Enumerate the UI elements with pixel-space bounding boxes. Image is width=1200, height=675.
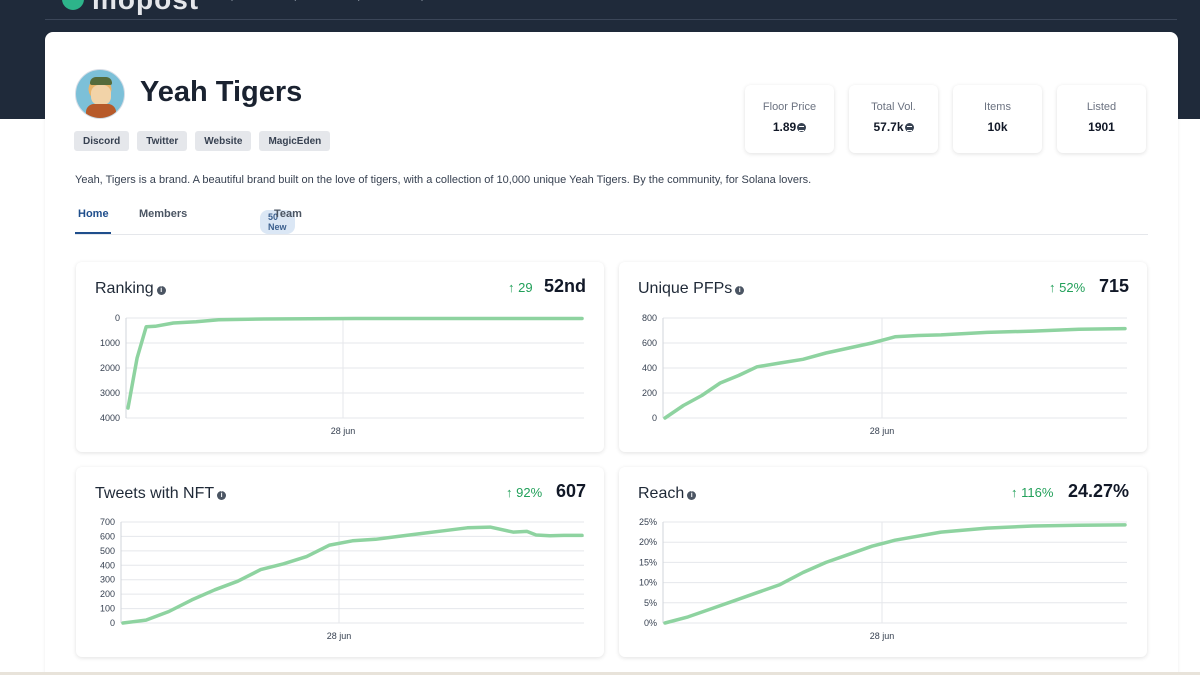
stats-row: Floor Price 1.89 Total Vol. 57.7k Items … xyxy=(745,85,1146,153)
stat-label: Total Vol. xyxy=(871,101,916,113)
stat-items: Items 10k xyxy=(953,85,1042,153)
stat-floor-price: Floor Price 1.89 xyxy=(745,85,834,153)
chart-metric: 24.27% xyxy=(1067,481,1129,501)
tab-members[interactable]: Members 50 New xyxy=(139,208,295,234)
y-tick-label: 25% xyxy=(639,517,657,527)
y-tick-label: 600 xyxy=(642,338,657,348)
stat-label: Listed xyxy=(1086,101,1117,113)
chart-change: ↑ 52% xyxy=(1049,280,1086,295)
tab-bar: Home Members 50 New Team xyxy=(75,204,1148,235)
bottom-strip xyxy=(0,672,1200,675)
chart-title: Tweets with NFT i xyxy=(95,485,227,503)
magiceden-link[interactable]: MagicEden xyxy=(259,131,331,151)
reach-chart-panel: Reach i ↑ 116% 24.27% 25% 20% 15% 10% 5% 0% 28 … xyxy=(619,467,1147,657)
y-tick-label: 700 xyxy=(100,517,115,527)
chart-title: Unique PFPs i xyxy=(638,280,745,298)
y-tick-label: 3000 xyxy=(100,388,120,398)
twitter-link[interactable]: Twitter xyxy=(137,131,188,151)
y-tick-label: 2000 xyxy=(100,363,120,373)
sol-icon xyxy=(904,123,914,132)
y-tick-label: 0% xyxy=(644,618,657,628)
y-tick-label: 200 xyxy=(642,388,657,398)
tweets-chart: 700 600 500 400 300 200 100 0 28 jun xyxy=(100,517,584,641)
chart-metric: 715 xyxy=(1098,276,1129,296)
series-line xyxy=(663,326,1127,420)
ranking-chart-panel: Ranking i ↑ 29 52nd 0 1000 2000 3000 4000 28 j… xyxy=(76,262,604,452)
social-links: Discord Twitter Website MagicEden xyxy=(74,131,331,151)
logo-icon[interactable] xyxy=(62,0,84,10)
discord-link[interactable]: Discord xyxy=(74,131,130,151)
y-tick-label: 800 xyxy=(642,313,657,323)
stat-label: Floor Price xyxy=(762,101,817,113)
chart-title: Reach i xyxy=(638,485,697,503)
unique-pfps-chart-panel: Unique PFPs i ↑ 52% 715 800 600 400 200 0 28 j… xyxy=(619,262,1147,452)
info-icon[interactable]: i xyxy=(687,491,697,500)
active-tab-indicator xyxy=(75,232,111,234)
x-tick-label: 28 jun xyxy=(870,426,895,436)
unique-pfps-chart: 800 600 400 200 0 28 jun xyxy=(642,313,1127,436)
info-icon[interactable]: i xyxy=(217,491,227,500)
y-tick-label: 5% xyxy=(644,598,657,608)
ranking-chart: 0 1000 2000 3000 4000 28 jun xyxy=(100,313,584,436)
chart-metric: 52nd xyxy=(543,276,586,296)
collection-title: Yeah Tigers xyxy=(140,76,303,108)
collection-avatar xyxy=(75,69,125,119)
y-tick-label: 600 xyxy=(100,531,115,541)
tab-team[interactable]: Team xyxy=(274,208,302,220)
y-tick-label: 300 xyxy=(100,575,115,585)
nav-links[interactable]: · · · · xyxy=(230,0,452,6)
y-tick-label: 500 xyxy=(100,546,115,556)
y-tick-label: 1000 xyxy=(100,338,120,348)
series-line xyxy=(126,316,584,410)
chart-change: ↑ 92% xyxy=(506,485,543,500)
stat-value: 1901 xyxy=(1088,120,1115,134)
x-tick-label: 28 jun xyxy=(327,631,352,641)
series-line xyxy=(663,523,1127,625)
y-tick-label: 100 xyxy=(100,604,115,614)
stat-value: 1.89 xyxy=(745,120,834,134)
y-tick-label: 15% xyxy=(639,557,657,567)
y-tick-label: 20% xyxy=(639,537,657,547)
collection-card: Yeah Tigers Discord Twitter Website Magi… xyxy=(45,32,1178,675)
members-new-badge: 50 New xyxy=(260,210,295,234)
topbar-divider xyxy=(45,19,1177,20)
chart-metric: 607 xyxy=(555,481,586,501)
info-icon[interactable]: i xyxy=(735,286,745,295)
info-icon[interactable]: i xyxy=(156,286,166,295)
y-tick-label: 4000 xyxy=(100,413,120,423)
y-tick-label: 0 xyxy=(110,618,115,628)
y-tick-label: 0 xyxy=(115,313,120,323)
chart-title: Ranking i xyxy=(95,280,166,298)
reach-chart: 25% 20% 15% 10% 5% 0% 28 jun xyxy=(639,517,1127,641)
tweets-chart-panel: Tweets with NFT i ↑ 92% 607 700 600 500 400 3… xyxy=(76,467,604,657)
stat-listed: Listed 1901 xyxy=(1057,85,1146,153)
website-link[interactable]: Website xyxy=(195,131,252,151)
sol-icon xyxy=(797,123,807,132)
stat-total-volume: Total Vol. 57.7k xyxy=(849,85,938,153)
x-tick-label: 28 jun xyxy=(870,631,895,641)
stat-value: 57.7k xyxy=(849,120,938,134)
y-tick-label: 0 xyxy=(652,413,657,423)
x-tick-label: 28 jun xyxy=(331,426,356,436)
y-tick-label: 200 xyxy=(100,589,115,599)
stat-label: Items xyxy=(984,101,1011,113)
collection-description: Yeah, Tigers is a brand. A beautiful bra… xyxy=(75,174,812,186)
tab-home[interactable]: Home xyxy=(78,208,109,220)
logo-text[interactable]: mopost xyxy=(92,0,199,16)
y-tick-label: 10% xyxy=(639,578,657,588)
chart-change: ↑ 116% xyxy=(1011,485,1054,500)
y-tick-label: 400 xyxy=(100,560,115,570)
chart-change: ↑ 29 xyxy=(508,280,533,295)
y-tick-label: 400 xyxy=(642,363,657,373)
stat-value: 10k xyxy=(987,120,1008,134)
